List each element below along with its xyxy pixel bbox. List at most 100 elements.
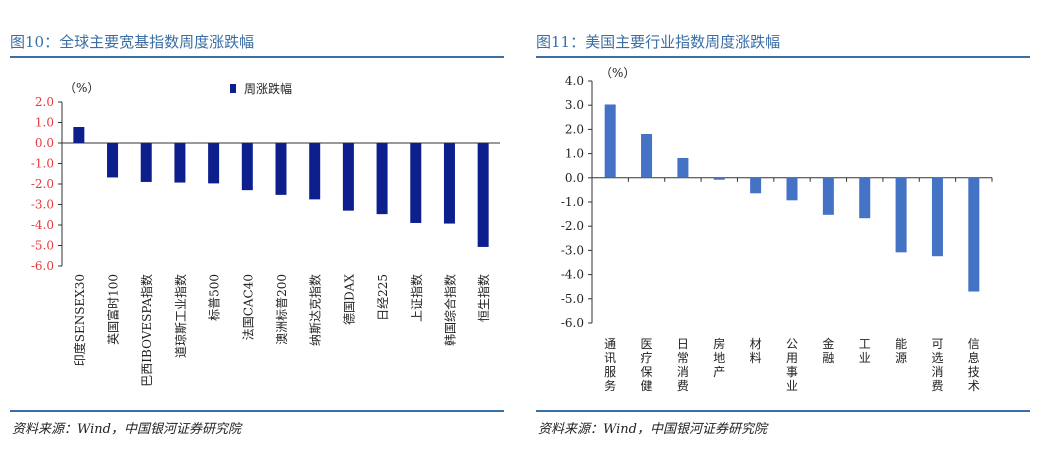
right-y-tick-label: 1.0 (565, 147, 584, 161)
right-bar (968, 177, 980, 292)
right-bar (895, 177, 907, 253)
left-bar (208, 143, 220, 184)
right-bar-chart: 4.0 3.0 2.0 1.0 0.0 -1.0 -2.0 -3.0 -4.0 -5.0 -6.0 （… (561, 66, 993, 393)
right-chart-title: 图11：美国主要行业指数周度涨跌幅 (536, 33, 781, 51)
left-legend-swatch (230, 84, 236, 93)
right-x-tick-char: 日 (677, 337, 689, 351)
left-bar (275, 143, 287, 195)
left-chart-panel: 图10：全球主要宽基指数周度涨跌幅 2.0 1.0 0.0 -1.0 -2.0 -3.0 -… (0, 0, 512, 462)
right-x-tick-char: 工 (859, 337, 871, 351)
right-bar (641, 133, 653, 178)
right-x-tick-label: 通讯服务 (604, 337, 616, 393)
left-y-tick-label: -4.0 (31, 218, 54, 232)
right-x-tick-char: 地 (713, 351, 725, 365)
right-x-tick-char: 公 (786, 337, 798, 351)
left-legend-label: 周涨跌幅 (244, 81, 292, 96)
left-y-tick-label: 0.0 (35, 136, 54, 150)
right-bar (822, 177, 834, 215)
right-x-tick-label: 金融 (822, 336, 834, 365)
left-source-note: 资料来源：Wind，中国银河证券研究院 (12, 422, 241, 437)
right-x-tick-char: 息 (968, 350, 980, 365)
left-x-tick-label: 英国富时100 (106, 274, 121, 345)
right-x-tick-char: 事 (786, 365, 798, 379)
right-x-tick-label: 能源 (895, 337, 907, 365)
right-y-tick-label: 0.0 (565, 171, 584, 185)
left-y-tick-label: -2.0 (31, 177, 54, 191)
right-x-tick-char: 费 (677, 379, 689, 393)
right-x-tick-label: 工业 (859, 337, 871, 365)
right-y-tick-label: -1.0 (561, 195, 584, 209)
right-x-tick-char: 保 (641, 365, 653, 379)
right-x-tick-char: 常 (677, 351, 689, 365)
right-unit-label: （%） (600, 66, 635, 80)
left-title-rule (10, 56, 504, 58)
right-y-tick-label: 3.0 (565, 98, 584, 112)
left-x-tick-label: 澳洲标普200 (275, 274, 289, 345)
right-title-rule (536, 56, 1030, 58)
right-x-tick-label: 材料 (750, 337, 762, 365)
left-x-tick-label: 韩国综合指数 (442, 274, 457, 346)
right-chart-panel: 图11：美国主要行业指数周度涨跌幅 4.0 3.0 2.0 1.0 0.0 -1.0 -2.… (526, 0, 1038, 462)
right-y-tick-label: -4.0 (561, 268, 584, 282)
right-bar (677, 157, 689, 178)
left-bar (410, 143, 422, 223)
left-bar (241, 143, 253, 191)
left-x-tick-label: 日经225 (376, 274, 390, 321)
right-x-tick-char: 材 (750, 337, 762, 351)
right-x-tick-char: 费 (931, 379, 943, 393)
right-bar (859, 177, 871, 219)
left-bar (309, 143, 321, 200)
left-x-tick-label: 标普500 (208, 274, 222, 321)
right-x-tick-label: 可选消费 (931, 337, 943, 393)
right-x-tick-char: 信 (968, 337, 980, 351)
right-bar (786, 177, 798, 201)
right-x-tick-char: 金 (822, 336, 834, 351)
right-x-tick-char: 通 (604, 337, 616, 351)
right-x-tick-char: 业 (786, 379, 798, 393)
right-bar (750, 177, 762, 194)
right-x-tick-char: 讯 (604, 351, 616, 365)
left-unit-label: （%） (64, 81, 99, 95)
right-x-tick-char: 业 (859, 351, 871, 365)
right-x-tick-char: 产 (713, 365, 725, 379)
left-y-tick-label: -3.0 (31, 198, 54, 212)
right-x-tick-char: 能 (895, 337, 907, 351)
left-x-tick-label: 印度SENSEX30 (72, 274, 87, 366)
right-x-tick-label: 信息技术 (968, 337, 980, 393)
right-source-note: 资料来源：Wind，中国银河证券研究院 (538, 422, 767, 437)
left-x-tick-label: 纳斯达克指数 (308, 274, 323, 346)
left-bar (107, 143, 119, 178)
left-x-tick-label: 德国DAX (341, 274, 356, 325)
left-bar (342, 143, 354, 211)
left-bar (174, 143, 186, 183)
right-x-tick-char: 料 (750, 351, 762, 365)
right-bar (713, 177, 725, 180)
right-x-tick-char: 可 (931, 337, 943, 351)
right-y-tick-label: 2.0 (565, 122, 584, 136)
left-x-tick-label: 恒生指数 (476, 274, 491, 322)
right-x-tick-label: 医疗保健 (641, 337, 653, 393)
right-x-tick-char: 融 (822, 351, 834, 365)
left-y-tick-label: -5.0 (31, 239, 54, 253)
right-x-tick-char: 源 (895, 351, 907, 365)
right-bar (604, 104, 616, 178)
left-x-tick-label: 法国CAC40 (241, 274, 255, 340)
right-x-tick-char: 用 (786, 351, 798, 365)
left-y-tick-label: 1.0 (35, 116, 54, 130)
left-bar (73, 127, 85, 143)
right-y-tick-label: -2.0 (561, 219, 584, 233)
left-bar (443, 143, 455, 224)
right-x-tick-char: 术 (968, 379, 980, 393)
right-x-tick-char: 医 (641, 337, 653, 351)
right-x-tick-label: 日常消费 (677, 337, 689, 393)
right-bar (931, 177, 943, 257)
right-x-tick-char: 务 (604, 378, 616, 393)
left-bar-chart: 2.0 1.0 0.0 -1.0 -2.0 -3.0 -4.0 -5.0 -6.0 （%） 周涨跌幅… (31, 81, 500, 387)
right-x-tick-char: 疗 (641, 351, 653, 365)
right-x-tick-label: 公用事业 (786, 337, 798, 393)
left-bar (376, 143, 388, 215)
right-x-tick-char: 消 (677, 365, 689, 379)
right-x-tick-char: 房 (713, 336, 725, 351)
right-x-tick-char: 健 (641, 379, 653, 393)
right-x-tick-char: 消 (931, 365, 943, 379)
